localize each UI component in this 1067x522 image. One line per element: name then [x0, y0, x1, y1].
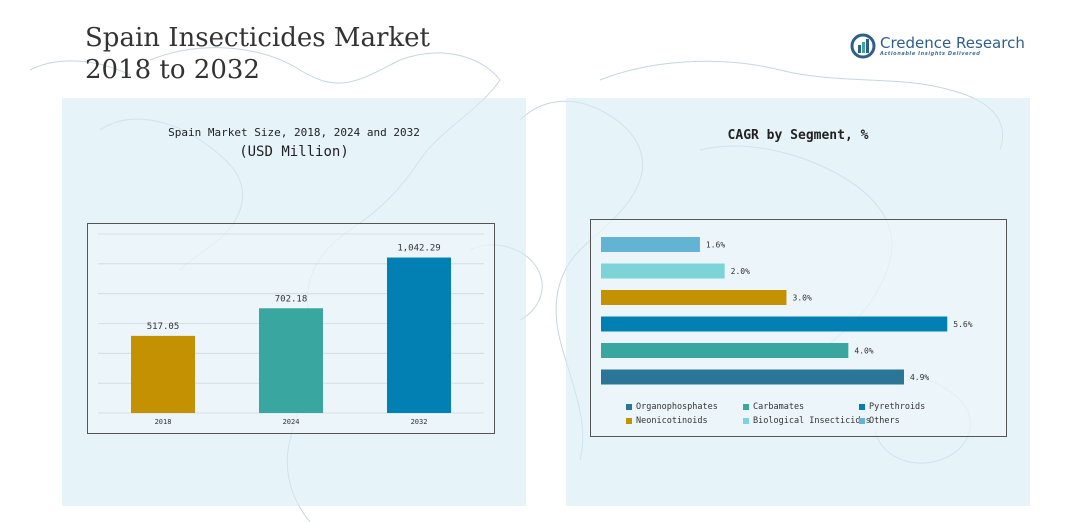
market-size-chart-frame: 517.05 2018 702.18 2024 1,042.29 2032	[87, 223, 495, 434]
cagr-bar-organophosphates	[601, 369, 904, 385]
cagr-bar-pyrethroids	[601, 316, 948, 332]
legend-item: Carbamates	[743, 402, 804, 412]
cagr-bar-neonicotinoids	[601, 290, 787, 305]
cagr-value-label: 4.0%	[854, 347, 873, 356]
legend-item: Neonicotinoids	[626, 416, 708, 426]
cagr-bar-biological-insecticides	[601, 263, 725, 279]
cagr-value-label: 4.9%	[910, 373, 929, 382]
market-size-subtitle: (USD Million)	[239, 144, 349, 160]
cagr-value-label: 5.6%	[953, 320, 972, 329]
page-title: Spain Insecticides Market 2018 to 2032	[85, 23, 431, 85]
legend-label: Neonicotinoids	[636, 416, 708, 426]
legend-swatch	[626, 404, 632, 410]
legend-swatch	[859, 418, 865, 424]
cagr-title: CAGR by Segment, %	[727, 128, 869, 143]
market-size-bar-chart: 517.05 2018 702.18 2024 1,042.29 2032	[98, 233, 484, 426]
legend-label: Carbamates	[753, 402, 805, 412]
cagr-value-label: 2.0%	[731, 267, 750, 276]
x-tick-label: 2032	[411, 418, 428, 426]
cagr-bar-carbamates	[601, 343, 849, 358]
bar-2024	[259, 308, 323, 413]
legend-swatch	[743, 404, 749, 410]
legend-label: Organophosphates	[636, 402, 718, 412]
bar-2018	[131, 335, 195, 413]
bar-value-label: 517.05	[147, 322, 180, 332]
cagr-chart-frame: 1.6% 2.0% 3.0% 5.6% 4.0% 4.9%	[590, 219, 1007, 437]
cagr-horizontal-bar-chart: 1.6% 2.0% 3.0% 5.6% 4.0% 4.9%	[601, 237, 973, 385]
brand-logo: Credence Research Actionable Insights De…	[850, 33, 1025, 59]
legend-label: Biological Insecticides	[753, 416, 871, 426]
x-tick-label: 2018	[155, 418, 172, 426]
bar-value-label: 1,042.29	[397, 244, 440, 254]
brand-tagline: Actionable Insights Delivered	[880, 51, 981, 57]
legend-swatch	[626, 418, 632, 424]
legend-label: Pyrethroids	[869, 402, 926, 412]
x-tick-label: 2024	[283, 418, 300, 426]
legend-label: Others	[869, 416, 900, 426]
legend-swatch	[743, 418, 749, 424]
cagr-value-label: 3.0%	[793, 294, 812, 303]
legend-item: Organophosphates	[626, 402, 718, 412]
legend-item: Biological Insecticides	[743, 416, 871, 426]
bar-value-label: 702.18	[275, 294, 308, 304]
legend-item: Others	[859, 416, 900, 426]
bar-2032	[387, 257, 451, 413]
legend-swatch	[859, 404, 865, 410]
brand-name: Credence Research	[880, 34, 1025, 52]
credence-logo-icon	[850, 33, 876, 59]
legend-item: Pyrethroids	[859, 402, 925, 412]
market-size-title: Spain Market Size, 2018, 2024 and 2032	[168, 126, 420, 139]
cagr-value-label: 1.6%	[706, 241, 725, 250]
cagr-bar-others	[601, 237, 700, 252]
